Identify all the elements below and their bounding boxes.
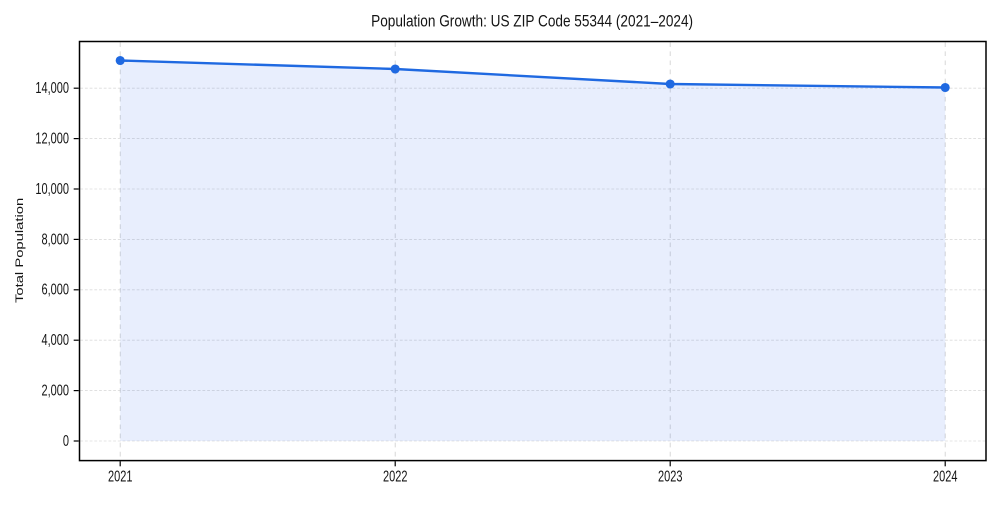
svg-text:6,000: 6,000: [42, 281, 69, 298]
svg-text:14,000: 14,000: [35, 79, 69, 96]
svg-text:2021: 2021: [108, 468, 132, 485]
svg-text:2022: 2022: [383, 468, 407, 485]
svg-text:8,000: 8,000: [42, 230, 69, 247]
svg-text:12,000: 12,000: [35, 130, 69, 147]
svg-text:Population Growth: US ZIP Code: Population Growth: US ZIP Code 55344 (20…: [371, 12, 693, 31]
svg-text:10,000: 10,000: [35, 180, 69, 197]
svg-text:Total Population: Total Population: [13, 198, 26, 303]
svg-text:2024: 2024: [933, 468, 958, 485]
svg-text:0: 0: [63, 432, 69, 449]
svg-text:4,000: 4,000: [42, 331, 69, 348]
svg-text:2,000: 2,000: [42, 382, 69, 399]
svg-text:2023: 2023: [658, 468, 682, 485]
